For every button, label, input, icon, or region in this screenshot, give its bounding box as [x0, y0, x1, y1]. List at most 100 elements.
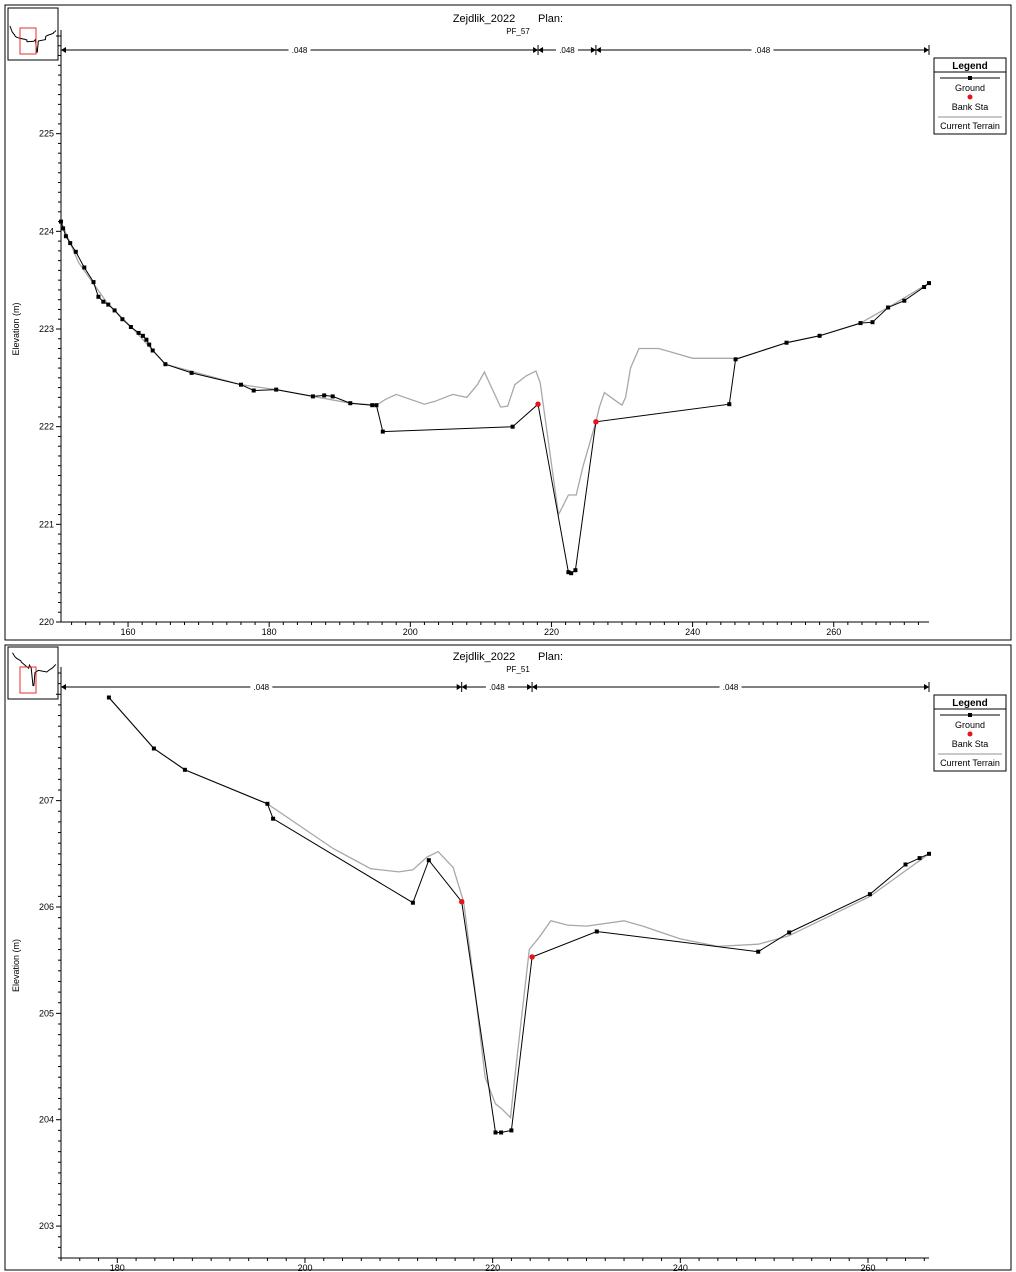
ground-point: [733, 357, 738, 362]
chart-title: Zejdlik_2022: [453, 651, 515, 663]
mannings-arrow-head: [532, 684, 538, 690]
ground-point: [265, 801, 270, 806]
ground-point: [147, 342, 152, 347]
profile-label: PF_57: [506, 27, 530, 36]
legend: Legend Ground Bank Sta Current Terrain: [933, 694, 1007, 772]
ground-point: [509, 1128, 514, 1133]
mannings-arrow-head: [61, 47, 66, 53]
ground-point: [784, 340, 789, 345]
ground-point: [128, 325, 133, 329]
legend-bank-sta-marker: [967, 731, 973, 737]
ground-point: [499, 1130, 504, 1135]
ground-point: [902, 298, 907, 303]
ground-point: [140, 333, 145, 338]
mannings-arrow-head: [538, 47, 544, 53]
inset-view-box: [19, 27, 37, 55]
ground-point: [251, 388, 256, 393]
chart-title: Zejdlik_2022: [453, 13, 515, 25]
y-tick-label: 207: [39, 796, 54, 806]
ground-point: [61, 226, 66, 231]
mannings-n-row: .048 .048 .048: [60, 45, 930, 55]
ground-point: [867, 892, 872, 897]
ground-point: [322, 393, 327, 398]
ground-point: [569, 571, 574, 576]
ground-point: [91, 280, 96, 285]
ground-point: [144, 337, 149, 342]
legend-entry-current-terrain: Current Terrain: [940, 758, 1000, 768]
ground-point: [182, 767, 187, 772]
mannings-arrow-head: [456, 684, 462, 690]
mannings-arrow-head: [590, 47, 596, 53]
mannings-arrow-head: [924, 47, 929, 53]
ground-point: [73, 249, 78, 254]
y-tick-label: 220: [39, 617, 54, 627]
bank-station-point: [529, 954, 535, 960]
ground-point: [82, 265, 87, 270]
ground-point: [410, 900, 415, 905]
ground-point: [380, 429, 385, 434]
current-terrain-line: [108, 697, 930, 1120]
inset-box: [7, 646, 59, 700]
y-tick-label: 225: [39, 129, 54, 139]
ground-point: [151, 746, 156, 751]
mannings-arrow-head: [595, 47, 601, 53]
x-tick-label: 180: [110, 1263, 125, 1272]
x-tick-label: 200: [403, 627, 418, 637]
ground-point: [493, 1130, 498, 1135]
ground-point: [163, 362, 168, 367]
ground-point: [756, 949, 761, 954]
ground-point: [870, 320, 875, 325]
ground-point: [189, 370, 194, 375]
legend-ground-marker: [968, 76, 972, 80]
x-tick-label: 180: [262, 627, 277, 637]
ground-point: [348, 401, 353, 406]
ground-point: [374, 403, 379, 408]
mannings-n-value: .048: [723, 683, 739, 692]
ground-point: [922, 285, 927, 289]
ground-point: [858, 321, 863, 326]
legend-title: Legend: [952, 698, 988, 709]
mannings-n-value: .048: [489, 683, 505, 692]
ground-point: [510, 424, 515, 429]
ground-line: [60, 221, 930, 574]
bank-station-point: [535, 401, 541, 407]
ground-point: [106, 302, 111, 307]
legend-entry-bank-sta: Bank Sta: [952, 102, 989, 112]
ground-point: [817, 333, 822, 338]
mannings-arrow-head: [924, 684, 929, 690]
ground-point: [886, 305, 891, 310]
ground-point: [426, 858, 431, 863]
y-tick-label: 223: [39, 324, 54, 334]
ground-point: [239, 382, 243, 387]
ground-point: [573, 568, 578, 573]
x-tick-label: 240: [673, 1263, 688, 1272]
y-tick-label: 205: [39, 1008, 54, 1018]
bank-station-point: [593, 419, 599, 425]
locator-inset: [7, 7, 59, 61]
panel-frame: [4, 644, 1012, 1271]
x-tick-label: 240: [685, 627, 700, 637]
inset-ground-line: [12, 652, 57, 687]
x-tick-label: 220: [544, 627, 559, 637]
ground-point: [310, 394, 315, 399]
mannings-n-row: .048 .048 .048: [60, 682, 930, 692]
legend-ground-marker: [968, 713, 972, 717]
legend-entry-ground: Ground: [955, 83, 985, 93]
y-tick-label: 221: [39, 519, 54, 529]
ground-point: [330, 394, 335, 399]
x-tick-label: 200: [297, 1263, 312, 1272]
y-axis-label: Elevation (m): [11, 939, 21, 992]
profile-label: PF_51: [506, 665, 530, 674]
ground-point: [150, 348, 155, 353]
chart-panel-1: 220 221 222 223 224 225 160 180 200 220 240 260 Elev…: [4, 4, 1012, 641]
x-tick-label: 220: [485, 1263, 500, 1272]
mannings-arrow-head: [461, 684, 467, 690]
y-tick-label: 206: [39, 902, 54, 912]
ground-point: [63, 234, 68, 239]
x-tick-label: 260: [860, 1263, 875, 1272]
legend-entry-ground: Ground: [955, 720, 985, 730]
x-tick-label: 260: [826, 627, 841, 637]
ground-point: [101, 299, 106, 304]
panel-frame: [4, 4, 1012, 641]
